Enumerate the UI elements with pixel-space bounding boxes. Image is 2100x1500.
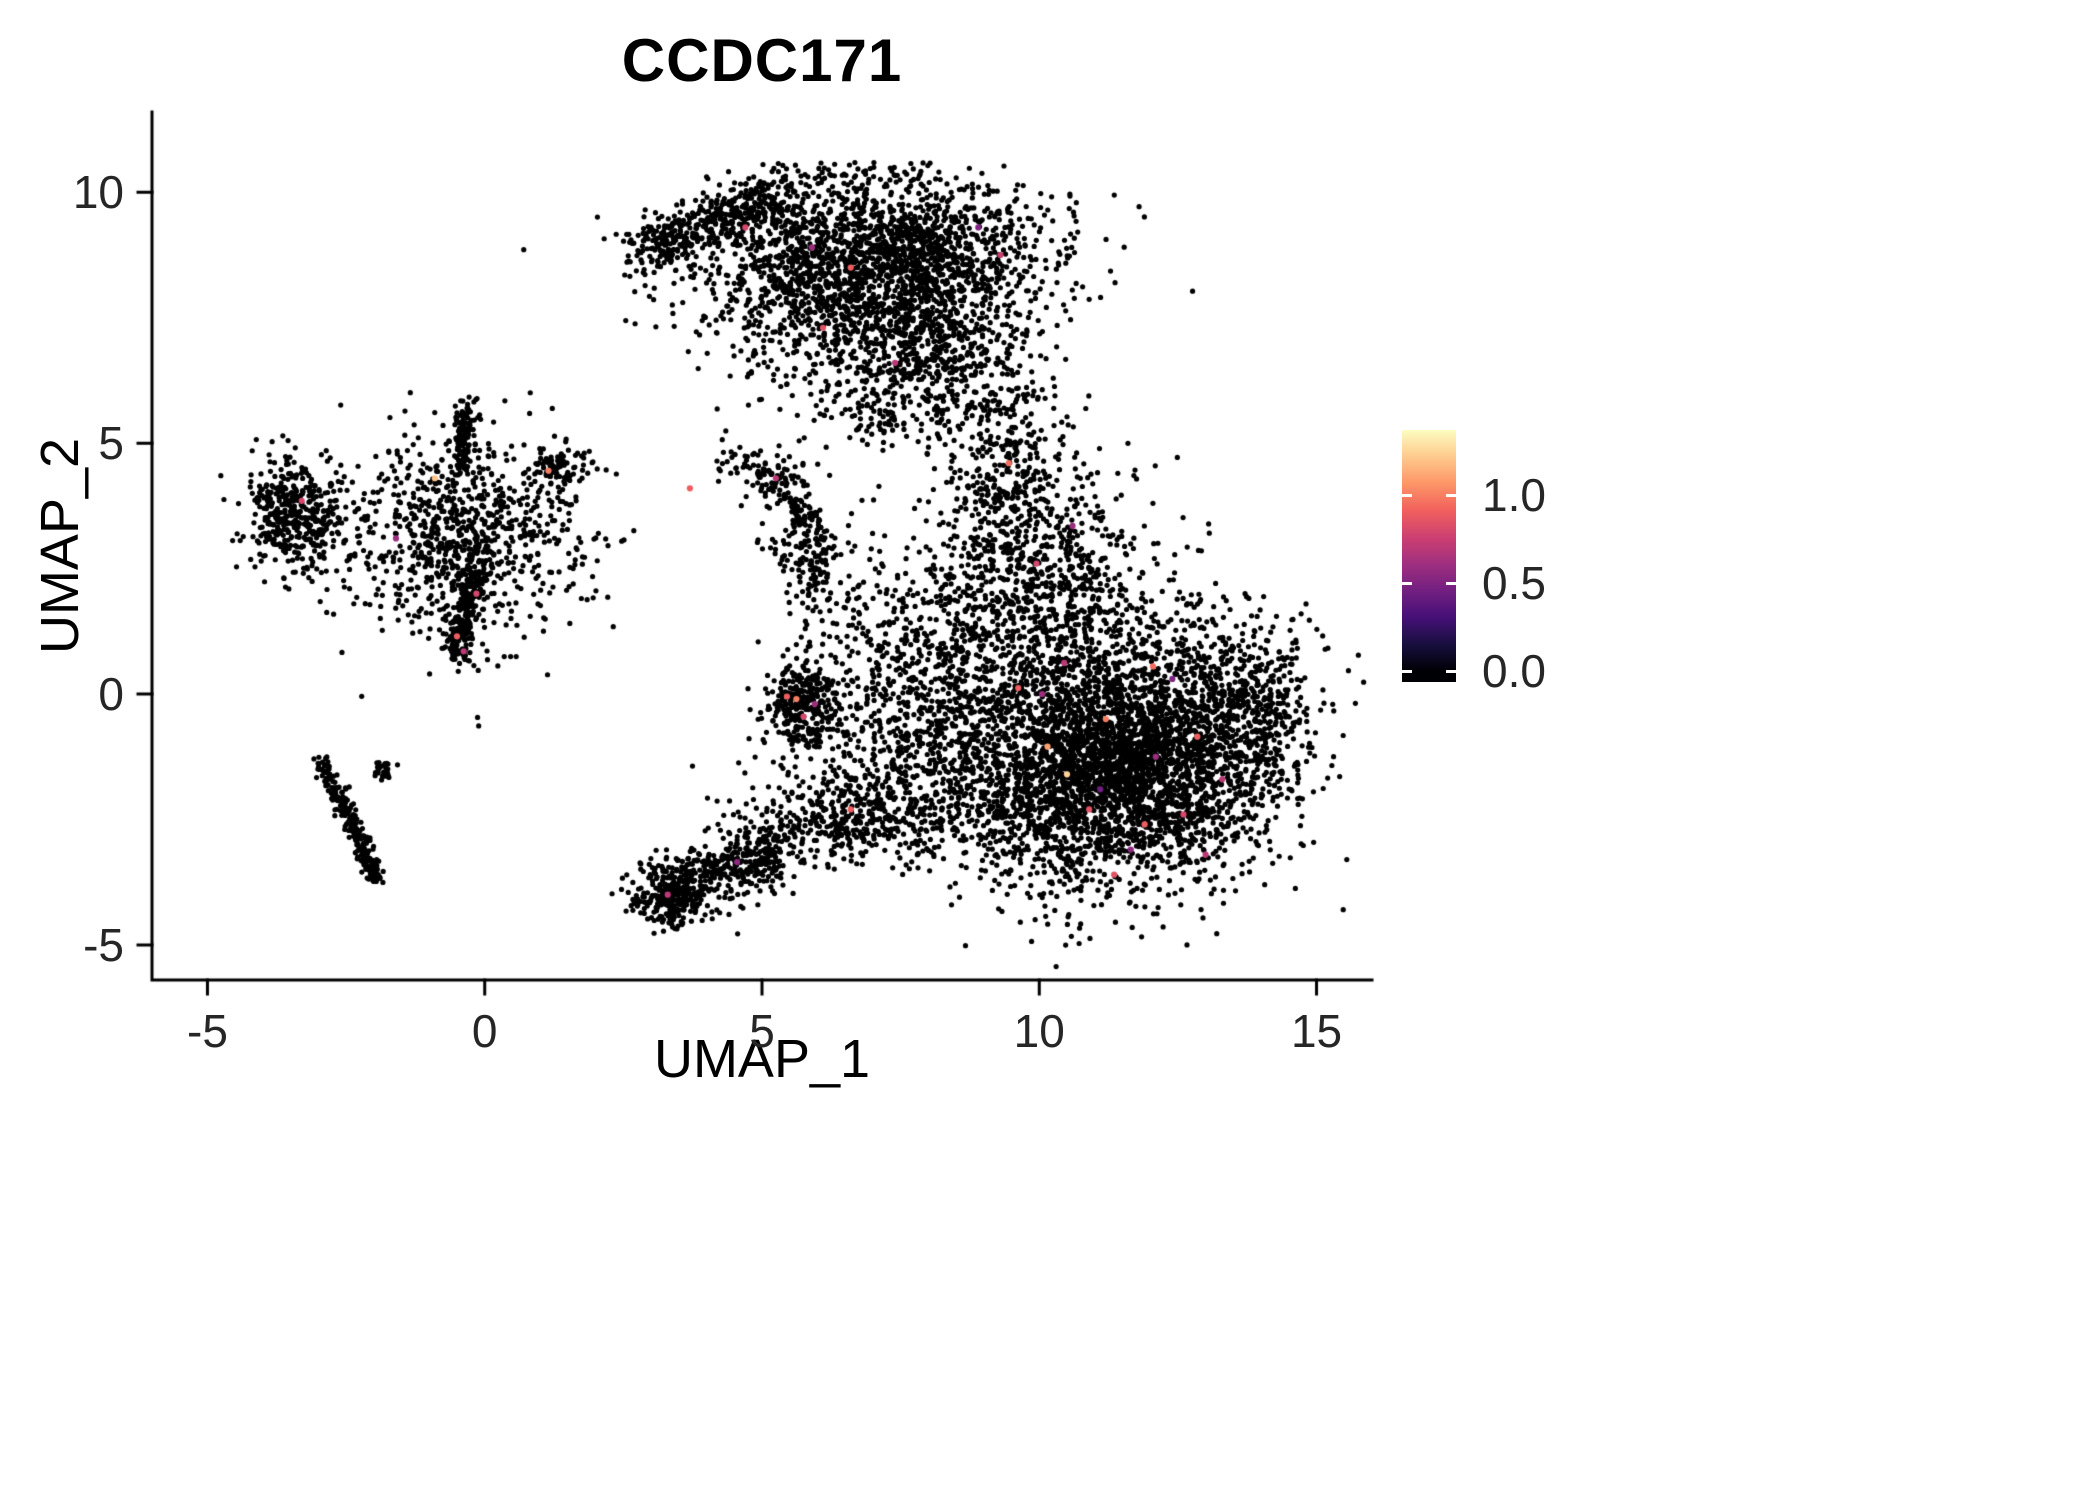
colorbar-tick-label: 1.0 xyxy=(1482,469,1546,522)
y-tick-label: 10 xyxy=(72,166,124,219)
x-tick-label: 10 xyxy=(1013,1005,1065,1057)
colorbar-tickmark xyxy=(1446,669,1456,673)
y-tick-label: 0 xyxy=(98,668,124,720)
colorbar-gradient xyxy=(1402,430,1456,682)
colorbar-tick-label: 0.0 xyxy=(1482,645,1546,698)
y-axis-title: UMAP_2 xyxy=(30,437,90,655)
x-tick-label: 0 xyxy=(471,1005,498,1057)
colorbar-tickmark xyxy=(1402,581,1412,585)
x-tick-label: -5 xyxy=(187,1005,228,1057)
colorbar-tickmark xyxy=(1402,493,1412,497)
plot-title: CCDC171 xyxy=(621,27,903,94)
x-tick-label: 15 xyxy=(1290,1005,1343,1057)
y-tick-label: 5 xyxy=(98,417,124,470)
x-axis-title: UMAP_1 xyxy=(653,1029,871,1089)
colorbar-tick-label: 0.5 xyxy=(1482,557,1546,610)
colorbar-tickmark xyxy=(1446,581,1456,585)
y-tick-label: -5 xyxy=(83,918,124,971)
x-tick-label: 5 xyxy=(749,1005,775,1057)
colorbar-tickmark xyxy=(1402,669,1412,673)
colorbar-tickmark xyxy=(1446,493,1456,497)
